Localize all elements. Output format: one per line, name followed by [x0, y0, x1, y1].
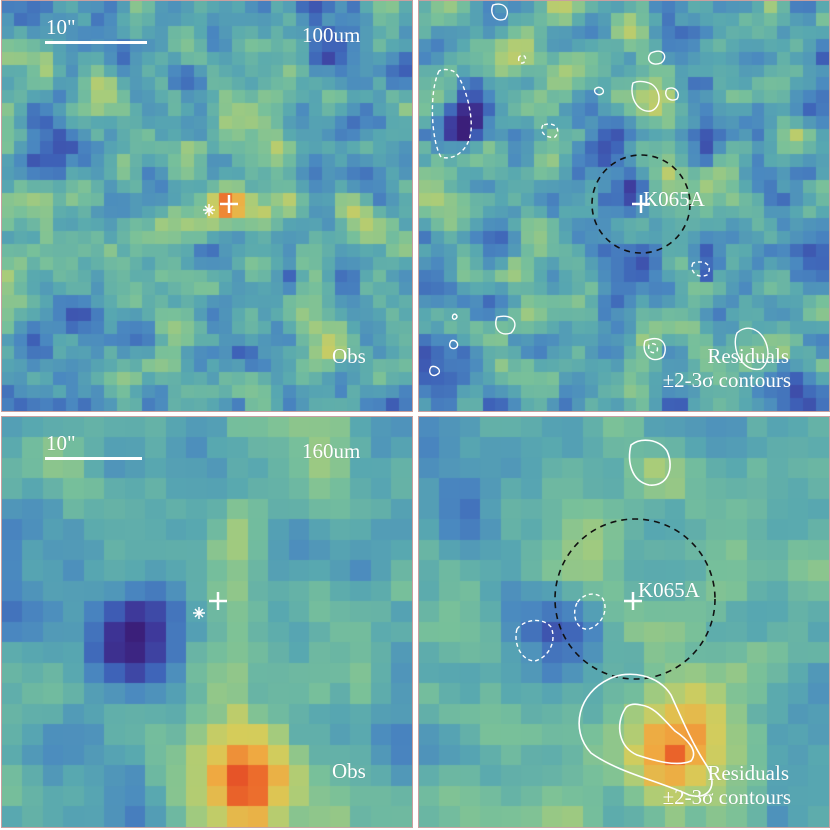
source-label: K065A: [643, 187, 705, 211]
residuals-label: Residuals: [707, 344, 789, 368]
panel-160um-obs: 10" 160um Obs: [1, 416, 413, 828]
asterisk-marker: [193, 607, 205, 619]
scale-bar: [45, 457, 142, 460]
plus-marker: [209, 592, 227, 610]
contours-overlay: [515, 439, 716, 797]
contours-label: ±2-3σ contours: [662, 785, 791, 809]
contours-overlay: [429, 3, 769, 377]
plus-marker: [220, 195, 238, 213]
scale-label: 10": [46, 15, 76, 39]
positive-contours: [578, 439, 713, 797]
panel-100um-obs: 10" 100um Obs: [1, 0, 413, 412]
residuals-label: Residuals: [707, 761, 789, 785]
panel-160um-residuals: K065A Residuals ±2-3σ contours: [418, 416, 830, 828]
aperture-circle: [591, 154, 691, 254]
source-label: K065A: [638, 578, 700, 602]
positive-contours: [429, 3, 769, 377]
markers-overlay: [193, 592, 227, 619]
obs-label: Obs: [332, 759, 366, 783]
negative-contours: [515, 593, 606, 662]
plus-marker: [632, 195, 650, 213]
contours-label: ±2-3σ contours: [662, 368, 791, 392]
heatmap-100um-obs: [2, 1, 412, 411]
aperture-circle: [554, 518, 716, 680]
heatmap-160um-obs: [2, 417, 412, 827]
scale-bar: [45, 41, 147, 44]
obs-label: Obs: [332, 344, 366, 368]
asterisk-marker: [203, 204, 215, 216]
plus-marker: [624, 592, 642, 610]
band-label: 160um: [302, 439, 361, 463]
markers-overlay: [203, 195, 238, 216]
heatmap-100um-residuals: [419, 1, 829, 411]
band-label: 100um: [302, 23, 361, 47]
negative-contours: [431, 54, 711, 354]
panel-100um-residuals: K065A Residuals ±2-3σ contours: [418, 0, 830, 412]
scale-label: 10": [46, 431, 76, 455]
heatmap-160um-residuals: [419, 417, 829, 827]
